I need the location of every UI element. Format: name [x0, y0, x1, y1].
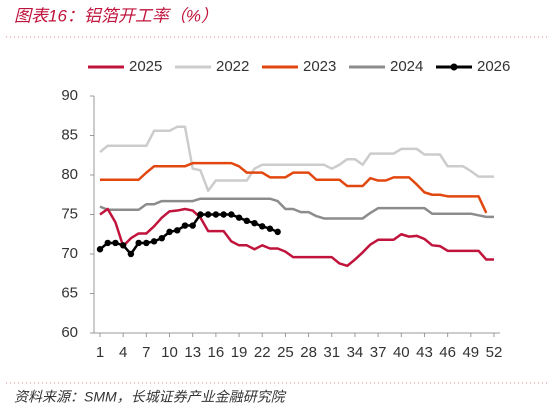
x-tick-label: 25 [277, 344, 294, 361]
marker [96, 246, 104, 253]
marker [212, 211, 220, 218]
legend-label: 2022 [216, 58, 249, 75]
marker [274, 228, 281, 236]
marker [112, 239, 119, 247]
x-tick-label: 43 [416, 344, 433, 361]
x-tick-label: 16 [208, 344, 225, 361]
marker [166, 228, 173, 236]
legend-label: 2023 [303, 58, 336, 75]
x-tick-label: 37 [370, 344, 387, 361]
x-tick-label: 19 [231, 344, 248, 361]
marker [143, 239, 150, 247]
legend-label: 2026 [477, 58, 510, 75]
y-tick-label: 60 [61, 324, 78, 341]
marker [135, 239, 142, 247]
marker [235, 214, 243, 221]
marker [127, 250, 135, 258]
x-tick-label: 46 [439, 344, 456, 361]
x-tick-label: 13 [184, 344, 201, 361]
x-tick-label: 22 [254, 344, 271, 361]
x-tick-label: 52 [486, 344, 503, 361]
series-line [99, 207, 494, 268]
y-tick-label: 65 [61, 284, 78, 301]
marker [189, 222, 196, 229]
x-tick-label: 31 [323, 344, 340, 361]
chart-title: 图表16：铝箔开工率（%） [14, 6, 218, 25]
legend-label: 2024 [390, 58, 423, 75]
x-tick-label: 10 [161, 344, 178, 361]
source-note: 资料来源：SMM，长城证券产业金融研究院 [14, 389, 287, 405]
marker [243, 217, 250, 225]
marker [104, 239, 111, 247]
marker [228, 211, 235, 218]
legend-marker [450, 63, 458, 71]
marker [251, 219, 258, 227]
y-tick-label: 80 [61, 166, 78, 183]
marker [204, 211, 212, 218]
series-line [99, 125, 494, 193]
series-line [100, 161, 488, 214]
x-tick-label: 34 [347, 344, 364, 361]
x-tick-label: 28 [300, 344, 317, 361]
x-tick-label: 49 [462, 344, 479, 361]
marker [259, 223, 266, 230]
marker [181, 222, 189, 229]
x-tick-label: 4 [119, 344, 127, 361]
marker [197, 211, 204, 218]
y-tick-label: 85 [61, 126, 78, 143]
series-line [99, 197, 494, 220]
marker [220, 211, 227, 218]
marker [266, 225, 274, 232]
legend-label: 2025 [129, 58, 162, 75]
y-tick-label: 90 [61, 87, 78, 104]
marker [174, 227, 181, 234]
x-tick-label: 1 [96, 344, 104, 361]
y-tick-label: 75 [61, 205, 78, 222]
y-tick-label: 70 [61, 245, 78, 262]
x-tick-label: 7 [142, 344, 150, 361]
marker [150, 238, 158, 245]
x-tick-label: 40 [393, 344, 410, 361]
marker [119, 242, 127, 249]
marker [158, 235, 166, 242]
